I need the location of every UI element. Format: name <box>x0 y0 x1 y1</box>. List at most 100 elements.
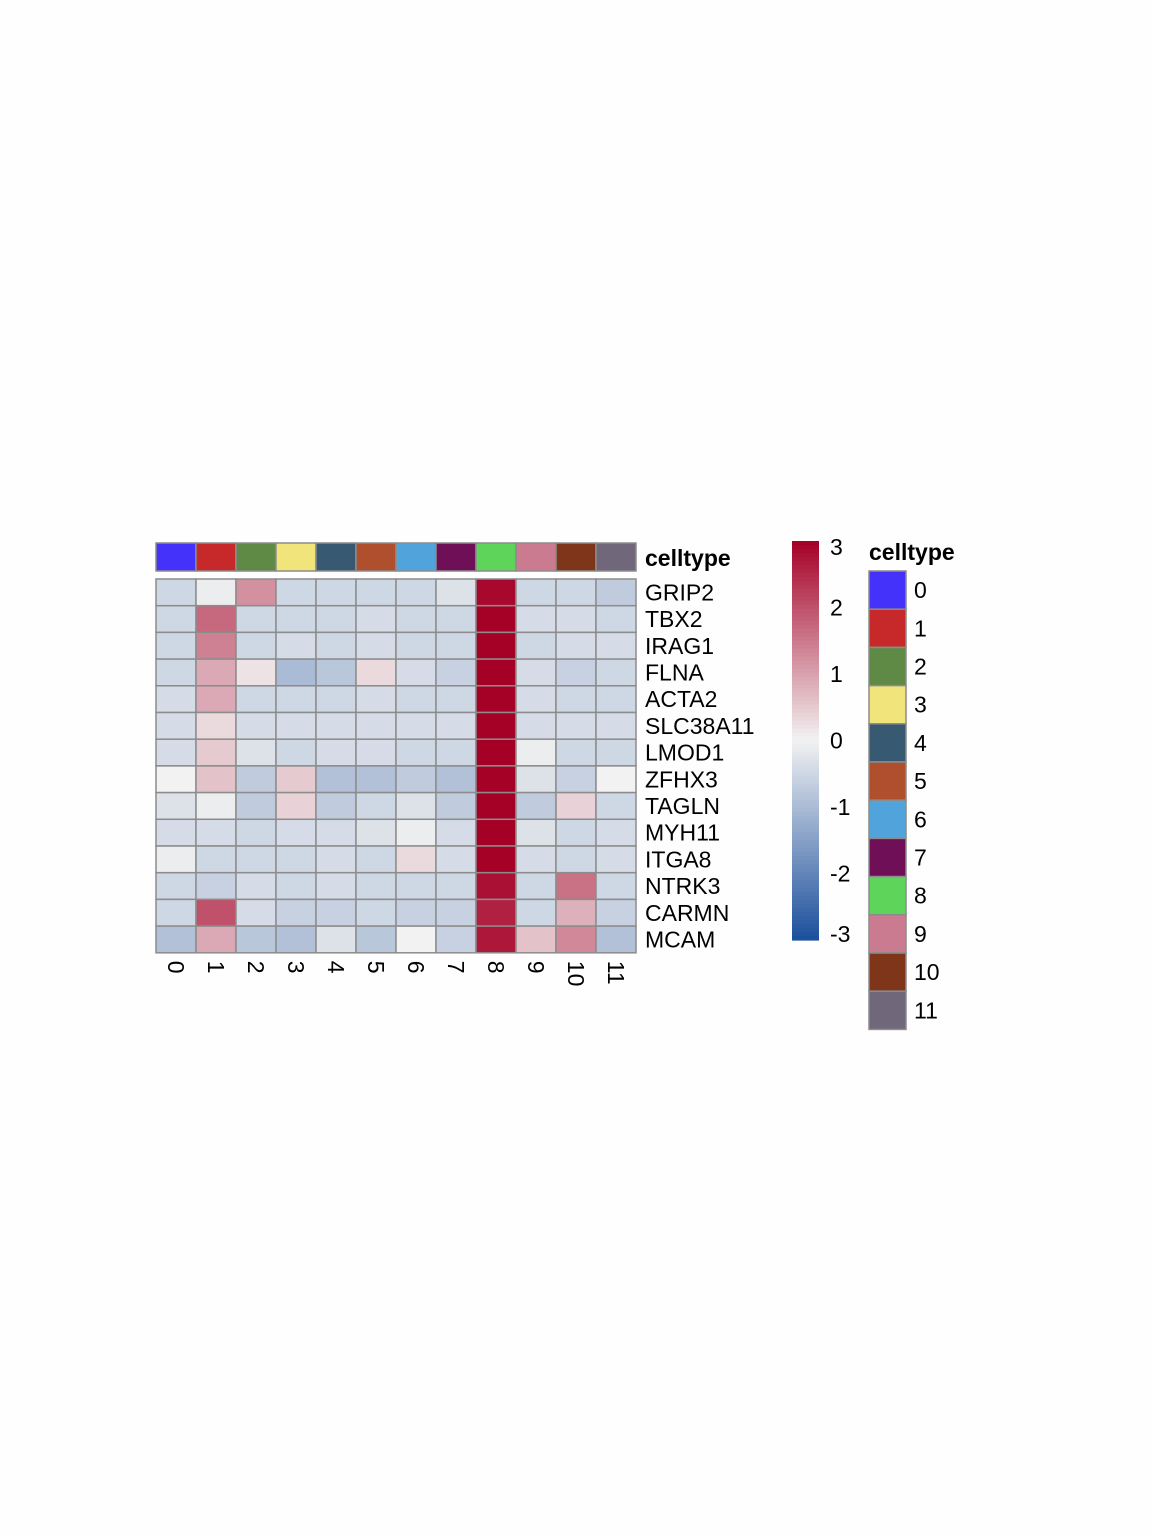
heatmap-cell <box>155 604 197 634</box>
column-label: 1 <box>203 961 229 974</box>
heatmap-cell <box>435 845 477 874</box>
heatmap-cell <box>235 845 277 874</box>
row-label: MCAM <box>645 926 715 952</box>
heatmap-cell <box>515 765 557 794</box>
heatmap-cell <box>275 711 317 740</box>
annotation-cell-0 <box>155 542 197 572</box>
heatmap-cell <box>555 791 597 821</box>
heatmap-cell <box>595 791 637 821</box>
annotation-cell-5 <box>355 542 397 572</box>
heatmap-cell <box>435 898 477 927</box>
color-scale-segment <box>792 924 819 929</box>
heatmap-cell <box>235 898 277 927</box>
heatmap-cell <box>235 791 277 821</box>
column-label: 5 <box>363 961 389 974</box>
column-label: 6 <box>403 961 429 974</box>
heatmap-cell <box>395 631 437 660</box>
heatmap-cell <box>595 925 637 954</box>
color-scale-segment <box>792 820 819 825</box>
color-scale-segment <box>792 832 819 837</box>
heatmap-cell <box>515 791 557 821</box>
column-label: 9 <box>523 961 549 974</box>
heatmap-cell <box>155 631 197 660</box>
heatmap-cell <box>235 925 277 954</box>
heatmap-cell <box>475 791 517 821</box>
heatmap-cell <box>275 845 317 874</box>
heatmap-cell <box>435 658 477 687</box>
heatmap-cell <box>435 871 477 901</box>
color-scale-segment <box>792 636 819 642</box>
color-scale-segment <box>792 600 819 606</box>
color-scale-segment <box>792 608 819 614</box>
heatmap-cell <box>595 658 637 687</box>
color-scale-segment <box>792 648 819 654</box>
heatmap-cell <box>195 845 237 874</box>
heatmap-cell <box>235 685 277 714</box>
heatmap-cell <box>195 604 237 634</box>
color-scale-segment <box>792 772 819 778</box>
heatmap-cell <box>315 791 357 821</box>
color-scale-segment <box>792 804 819 809</box>
color-scale-segment <box>792 876 819 881</box>
color-scale-segment <box>792 880 819 885</box>
heatmap-cell <box>235 738 277 767</box>
color-scale-tick-label: 0 <box>830 728 843 754</box>
celltype-legend-swatch <box>868 837 907 878</box>
color-scale-segment <box>792 560 819 566</box>
heatmap-cell <box>595 818 637 847</box>
row-label: IRAG1 <box>645 633 714 659</box>
celltype-legend-swatch <box>868 914 907 954</box>
heatmap-cell <box>515 738 557 767</box>
heatmap-cell <box>355 658 397 687</box>
color-scale-segment <box>792 736 819 742</box>
color-scale-segment <box>792 552 819 558</box>
celltype-legend-label: 10 <box>914 959 940 985</box>
heatmap-cell <box>395 818 437 847</box>
color-scale-segment <box>792 680 819 686</box>
color-scale-segment <box>792 544 819 550</box>
annotation-cell-11 <box>595 542 637 572</box>
heatmap-cell <box>555 898 597 927</box>
annotation-label: celltype <box>645 545 731 571</box>
heatmap-cell <box>355 791 397 821</box>
color-scale-segment <box>792 828 819 833</box>
celltype-legend-swatch <box>868 761 907 801</box>
color-scale-segment <box>792 584 819 590</box>
heatmap-cell <box>435 818 477 847</box>
celltype-legend-swatch <box>868 723 907 763</box>
color-scale-segment <box>792 556 819 562</box>
heatmap-cell <box>555 765 597 794</box>
heatmap-cell <box>595 845 637 874</box>
heatmap-cell <box>555 871 597 901</box>
heatmap-cell <box>475 604 517 634</box>
heatmap-cell <box>475 765 517 794</box>
color-scale-tick-label: 3 <box>830 534 843 560</box>
heatmap-cell <box>155 791 197 821</box>
heatmap-cell <box>235 658 277 687</box>
heatmap-cell <box>435 631 477 660</box>
heatmap-cell <box>475 658 517 687</box>
color-scale-segment <box>792 744 819 750</box>
heatmap-cell <box>235 711 277 740</box>
heatmap-cell <box>195 658 237 687</box>
celltype-annotation-bar <box>155 542 637 572</box>
heatmap-cell <box>195 765 237 794</box>
color-scale-segment <box>792 936 819 941</box>
color-scale-segment <box>792 836 819 841</box>
heatmap-cell <box>195 898 237 927</box>
heatmap-cell <box>595 631 637 660</box>
heatmap-cell <box>475 845 517 874</box>
celltype-legend-label: 11 <box>914 997 938 1023</box>
heatmap-cell <box>275 818 317 847</box>
heatmap-cell <box>315 925 357 954</box>
color-scale-segment <box>792 812 819 817</box>
heatmap-cell <box>315 658 357 687</box>
color-scale-segment <box>792 864 819 869</box>
heatmap-cell <box>435 578 477 607</box>
row-label: ACTA2 <box>645 686 717 712</box>
celltype-legend-label: 3 <box>914 692 927 718</box>
color-scale-segment <box>792 664 819 670</box>
color-scale-segment <box>792 728 819 734</box>
color-scale-segment <box>792 764 819 770</box>
color-scale-segment <box>792 920 819 925</box>
